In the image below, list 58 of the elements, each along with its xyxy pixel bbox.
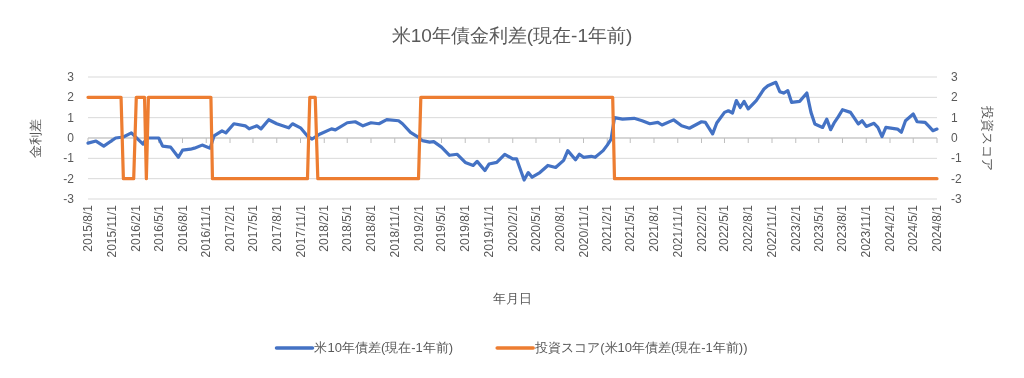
- y2-tick-label: -1: [951, 151, 962, 166]
- x-tick-label: 2024/5/1: [906, 204, 921, 252]
- x-tick-label: 2021/5/1: [623, 204, 638, 252]
- y2-axis-title: 投資スコア: [980, 104, 995, 171]
- x-tick-label: 2017/8/1: [269, 204, 284, 252]
- x-tick-label: 2023/11/1: [859, 204, 874, 258]
- x-tick-label: 2015/8/1: [81, 204, 95, 252]
- x-tick-label: 2020/8/1: [552, 204, 567, 252]
- x-tick-label: 2017/11/1: [293, 204, 308, 258]
- x-tick-label: 2017/2/1: [223, 204, 238, 252]
- y2-tick-label: 3: [951, 70, 958, 84]
- y2-tick-label: 2: [951, 90, 958, 105]
- x-tick-label: 2021/2/1: [600, 204, 615, 252]
- x-tick-label: 2016/2/1: [128, 204, 143, 252]
- y2-tick-label: 0: [951, 131, 958, 145]
- x-tick-label: 2023/2/1: [788, 204, 803, 252]
- y2-tick-label: -3: [951, 192, 962, 206]
- x-tick-label: 2019/8/1: [458, 204, 473, 252]
- x-tick-label: 2019/11/1: [482, 204, 496, 258]
- y-tick-label: -1: [63, 151, 75, 166]
- y-tick-label: 3: [67, 70, 75, 84]
- x-tick-label: 2018/5/1: [340, 204, 355, 252]
- y-tick-label: 2: [67, 90, 75, 105]
- x-tick-label: 2020/5/1: [529, 204, 543, 252]
- x-tick-label: 2018/2/1: [317, 204, 332, 252]
- chart-title: 米10年債金利差(現在-1年前): [391, 25, 633, 46]
- x-tick-label: 2020/2/1: [505, 204, 520, 252]
- x-tick-label: 2016/8/1: [175, 204, 190, 252]
- y-tick-label: 0: [67, 131, 75, 145]
- x-tick-label: 2023/8/1: [835, 204, 850, 252]
- x-tick-label: 2016/5/1: [151, 204, 166, 252]
- x-tick-label: 2019/5/1: [434, 204, 449, 252]
- legend-label: 米10年債差(現在-1年前): [314, 340, 454, 355]
- x-tick-label: 2021/11/1: [670, 204, 685, 258]
- x-tick-label: 2022/2/1: [694, 204, 709, 252]
- x-tick-label: 2021/8/1: [647, 204, 661, 252]
- y-tick-label: 1: [67, 110, 75, 125]
- x-tick-label: 2018/11/1: [387, 204, 402, 258]
- x-tick-label: 2020/11/1: [576, 204, 591, 258]
- y-tick-label: -2: [63, 171, 75, 186]
- x-tick-label: 2022/5/1: [717, 204, 732, 252]
- x-tick-label: 2022/11/1: [765, 204, 779, 258]
- x-tick-label: 2018/8/1: [364, 204, 378, 252]
- x-tick-label: 2022/8/1: [741, 204, 756, 252]
- x-tick-label: 2015/11/1: [104, 204, 119, 258]
- legend-label: 投資スコア(米10年債差(現在-1年前)): [534, 340, 748, 355]
- x-tick-label: 2023/5/1: [811, 204, 826, 252]
- y-axis-title: 金利差: [28, 118, 43, 158]
- y2-tick-label: 1: [951, 110, 958, 125]
- x-tick-label: 2017/5/1: [246, 204, 260, 252]
- y-tick-label: -3: [63, 192, 75, 206]
- y2-tick-label: -2: [951, 171, 962, 186]
- x-tick-label: 2024/2/1: [883, 204, 898, 252]
- line-series: [86, 80, 939, 182]
- x-tick-label: 2016/11/1: [199, 204, 214, 258]
- x-tick-label: 2024/8/1: [930, 204, 944, 252]
- x-axis-title: 年月日: [493, 291, 532, 306]
- x-tick-label: 2019/2/1: [411, 204, 426, 252]
